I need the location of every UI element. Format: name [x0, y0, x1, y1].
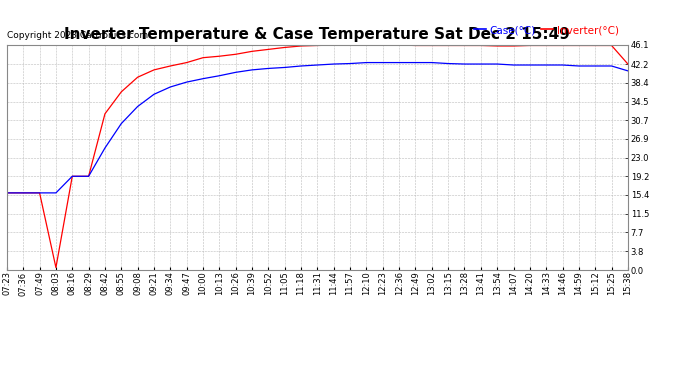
Title: Inverter Temperature & Case Temperature Sat Dec 2 15:49: Inverter Temperature & Case Temperature … — [64, 27, 571, 42]
Legend: Case(°C), Inverter(°C): Case(°C), Inverter(°C) — [470, 21, 622, 39]
Text: Copyright 2023 Cartronics.com: Copyright 2023 Cartronics.com — [7, 32, 148, 40]
